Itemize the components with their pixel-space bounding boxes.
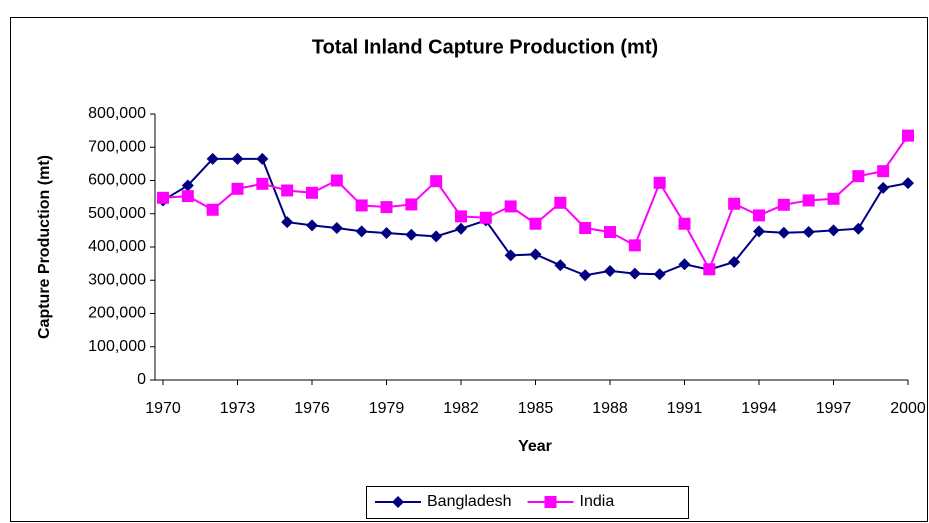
x-tick-label: 2000 <box>890 400 926 417</box>
data-point <box>231 152 244 165</box>
data-point <box>827 224 840 237</box>
data-point <box>579 222 592 235</box>
data-point <box>877 181 890 194</box>
data-point <box>554 196 567 209</box>
data-point <box>281 184 294 197</box>
data-point <box>753 225 765 238</box>
legend-marker <box>392 496 404 508</box>
chart-border <box>10 17 928 522</box>
data-point <box>902 129 914 142</box>
data-point <box>455 222 467 235</box>
data-point <box>231 182 244 195</box>
x-tick-label: 1988 <box>592 400 628 417</box>
chart-title: Total Inland Capture Production (mt) <box>312 36 658 58</box>
data-point <box>181 190 194 203</box>
data-point <box>802 226 815 239</box>
data-point <box>852 222 865 235</box>
data-point <box>877 165 890 178</box>
data-point <box>678 217 691 230</box>
y-tick-label: 200,000 <box>88 305 146 322</box>
x-axis-title: Year <box>518 438 552 455</box>
data-point <box>405 228 418 241</box>
x-tick-label: 1973 <box>220 400 256 417</box>
x-tick-label: 1985 <box>518 400 554 417</box>
y-tick-label: 800,000 <box>88 105 146 122</box>
x-tick-label: 1970 <box>145 400 181 417</box>
x-tick-label: 1979 <box>369 400 405 417</box>
data-point <box>181 179 194 192</box>
y-tick-label: 0 <box>137 371 146 388</box>
data-point <box>256 177 269 190</box>
data-point <box>529 217 542 230</box>
data-point <box>330 222 343 235</box>
x-tick-label: 1994 <box>741 400 777 417</box>
data-point <box>703 263 716 276</box>
x-tick-label: 1991 <box>667 400 703 417</box>
data-point <box>380 201 393 214</box>
data-point <box>902 177 914 190</box>
y-tick-label: 700,000 <box>88 138 146 155</box>
data-point <box>380 227 393 240</box>
data-point <box>628 239 641 252</box>
data-point <box>777 198 790 211</box>
data-point <box>653 268 666 281</box>
y-tick-label: 400,000 <box>88 238 146 255</box>
legend-marker <box>544 496 557 508</box>
y-tick-label: 600,000 <box>88 172 146 189</box>
x-tick-label: 1982 <box>443 400 479 417</box>
data-point <box>430 175 443 188</box>
data-point <box>604 264 616 277</box>
data-point <box>777 226 790 239</box>
y-tick-label: 300,000 <box>88 271 146 288</box>
data-point <box>753 209 765 222</box>
data-point <box>554 259 567 272</box>
data-point <box>504 200 517 213</box>
data-point <box>504 249 517 262</box>
data-point <box>405 198 418 211</box>
data-point <box>529 248 542 261</box>
data-point <box>728 197 741 210</box>
data-point <box>827 192 840 205</box>
data-point <box>604 226 616 239</box>
data-point <box>479 211 492 224</box>
data-point <box>330 174 343 187</box>
y-tick-label: 100,000 <box>88 338 146 355</box>
y-tick-label: 500,000 <box>88 205 146 222</box>
data-point <box>802 194 815 207</box>
legend-label: India <box>580 493 615 510</box>
data-point <box>355 199 368 212</box>
data-point <box>306 186 318 199</box>
data-point <box>728 255 741 268</box>
data-point <box>852 170 865 183</box>
x-tick-label: 1997 <box>816 400 852 417</box>
data-point <box>579 269 592 282</box>
data-point <box>281 216 294 229</box>
data-point <box>628 267 641 280</box>
data-point <box>653 176 666 189</box>
data-point <box>206 203 219 216</box>
data-point <box>455 210 467 223</box>
data-point <box>206 152 219 165</box>
data-point <box>256 152 269 165</box>
data-point <box>355 225 368 238</box>
y-axis-title: Capture Production (mt) <box>36 155 53 339</box>
data-point <box>430 230 443 243</box>
data-point <box>157 191 169 204</box>
legend-label: Bangladesh <box>427 493 512 510</box>
data-point <box>678 258 691 271</box>
data-point <box>306 219 318 232</box>
x-tick-label: 1976 <box>294 400 330 417</box>
